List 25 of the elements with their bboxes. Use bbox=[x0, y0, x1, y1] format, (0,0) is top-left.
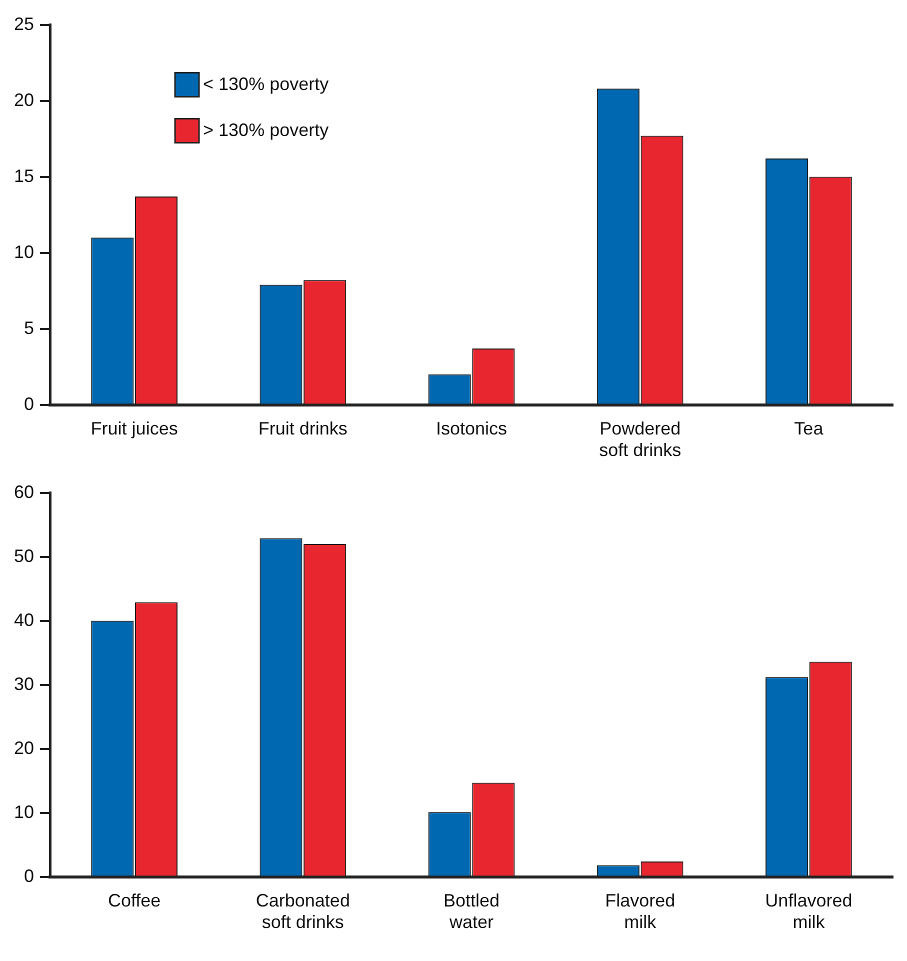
x-tick-label: Bottled water bbox=[443, 890, 500, 932]
x-tick-label: Coffee bbox=[108, 890, 161, 911]
legend-label: > 130% poverty bbox=[203, 120, 329, 140]
x-tick-label: Powdered soft drinks bbox=[599, 418, 682, 460]
y-tick-label: 25 bbox=[14, 14, 34, 34]
y-tick-label: 15 bbox=[14, 166, 34, 186]
x-tick-label: Flavored milk bbox=[605, 890, 676, 932]
legend-label: < 130% poverty bbox=[203, 74, 329, 94]
y-tick-label: 30 bbox=[14, 674, 34, 694]
x-tick-label: Unflavored milk bbox=[765, 890, 852, 932]
y-tick-label: 50 bbox=[14, 546, 34, 566]
y-tick-label: 10 bbox=[14, 242, 34, 262]
y-tick-label: 10 bbox=[14, 802, 34, 822]
y-tick-label: 0 bbox=[24, 866, 34, 886]
x-tick-label: Fruit juices bbox=[90, 418, 178, 439]
x-tick-label: Tea bbox=[794, 418, 824, 439]
y-tick-label: 0 bbox=[24, 394, 34, 414]
x-tick-label: Isotonics bbox=[436, 418, 508, 439]
y-tick-label: 20 bbox=[14, 738, 34, 758]
x-tick-label: Carbonated soft drinks bbox=[256, 890, 350, 932]
y-tick-label: 60 bbox=[14, 482, 34, 502]
y-tick-label: 20 bbox=[14, 90, 34, 110]
x-tick-label: Fruit drinks bbox=[258, 418, 348, 439]
y-tick-label: 5 bbox=[24, 318, 34, 338]
y-tick-label: 40 bbox=[14, 610, 34, 630]
